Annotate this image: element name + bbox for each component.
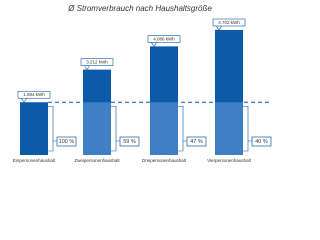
value-label: 4.086 kWh — [153, 36, 175, 41]
bracket — [48, 105, 57, 152]
x-tick-label: Zweipersonenhaushalt — [74, 158, 120, 163]
x-tick-label: Vierpersonenhaushalt — [207, 158, 251, 163]
x-tick-label: Einpersonenhaushalt — [13, 158, 56, 163]
percent-label: 40 % — [255, 139, 268, 145]
label-box — [147, 35, 181, 43]
page: Ø Stromverbrauch nach Haushaltsgröße 1.9… — [12, 4, 272, 164]
bar — [20, 102, 48, 155]
percent-label: 47 % — [190, 139, 203, 145]
bar-base — [215, 102, 243, 155]
label-box — [212, 18, 246, 27]
chart-title: Ø Stromverbrauch nach Haushaltsgröße — [67, 4, 212, 13]
bar-base — [83, 102, 111, 155]
label-box — [80, 58, 114, 66]
label-box — [17, 90, 51, 99]
percent-label: 100 % — [59, 139, 75, 145]
value-label: 1.984 kWh — [23, 92, 45, 97]
value-label: 3.212 kWh — [86, 59, 108, 64]
bracket — [111, 105, 120, 152]
chart: Ø Stromverbrauch nach Haushaltsgröße 1.9… — [13, 4, 272, 163]
percent-box — [119, 136, 140, 147]
percent-label: 59 % — [123, 139, 136, 145]
bracket — [243, 105, 252, 152]
percent-box — [251, 136, 272, 147]
value-label: 4.702 kWh — [218, 20, 240, 25]
percent-box — [56, 136, 77, 147]
x-tick-label: Dreipersonenhaushalt — [142, 158, 187, 163]
bracket — [178, 105, 187, 152]
bar-base — [150, 102, 178, 155]
percent-box — [186, 136, 207, 147]
